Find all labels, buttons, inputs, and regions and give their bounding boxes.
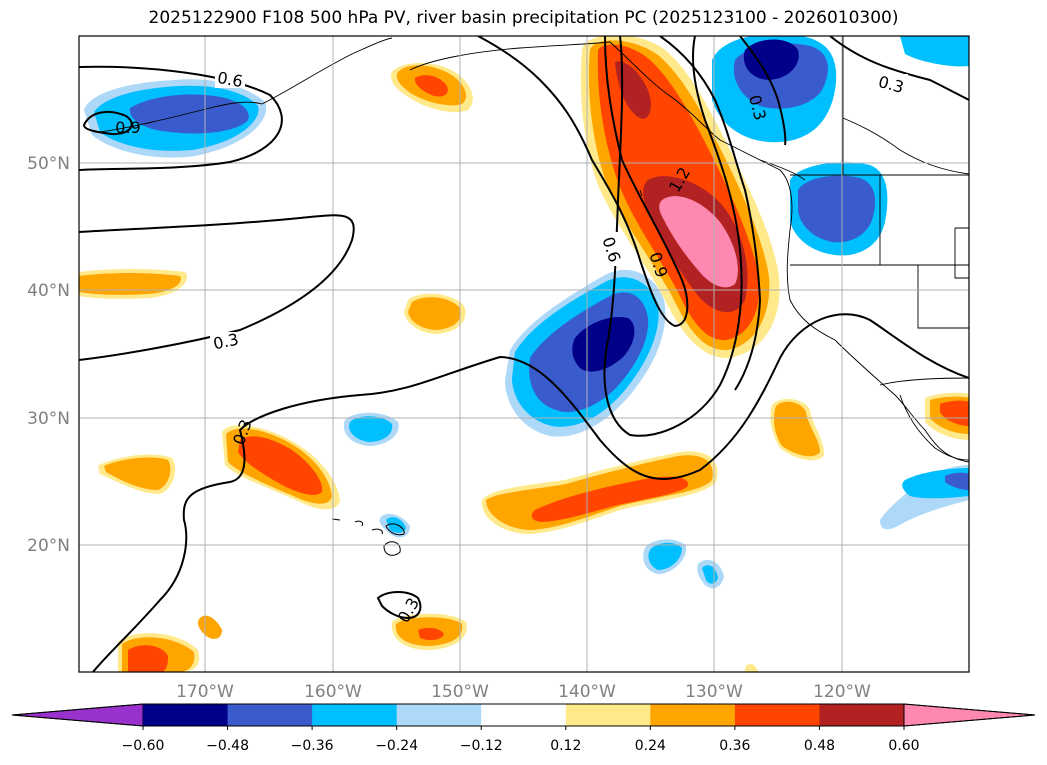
lat-label: 20°N: [27, 536, 70, 556]
pv-contours: [79, 36, 969, 672]
colorbar-segment: [734, 704, 820, 726]
lon-label: 140°W: [558, 682, 616, 702]
precip-region-baja-positive: [925, 392, 969, 440]
lon-label: 170°W: [176, 682, 234, 702]
political-boundaries: [790, 36, 969, 386]
colorbar-segment: [565, 704, 651, 726]
svg-text:0.9: 0.9: [115, 118, 140, 137]
precip-region-south-positives: [118, 613, 758, 672]
colorbar-tick-label: 0.60: [888, 738, 919, 754]
colorbar-segment: [143, 704, 229, 726]
svg-text:0.3: 0.3: [211, 330, 240, 354]
precip-region-pacific-nw-positive: [580, 36, 780, 359]
precip-region-hawaii-nw-positive: [222, 425, 340, 510]
svg-text:0.6: 0.6: [216, 68, 244, 91]
colorbar-tick-label: 0.48: [804, 738, 835, 754]
longitude-labels: 170°W 160°W 150°W 140°W 130°W 120°W: [176, 682, 871, 702]
colorbar-tick-label: 0.12: [550, 738, 581, 754]
contour-label-item: 0.6: [215, 68, 245, 91]
precip-region-subtropical-band-positive: [481, 451, 718, 534]
lat-label: 30°N: [27, 409, 70, 429]
precip-region-gulf-alaska-positive: [390, 63, 473, 113]
colorbar: −0.60 −0.48 −0.36 −0.24 −0.12 0.12 0.24 0.36 0.4…: [11, 703, 1036, 754]
colorbar-tick-label: −0.36: [291, 738, 334, 754]
precip-region-mexico-negative: [880, 465, 969, 530]
precip-region-west-40n-positive: [79, 269, 187, 299]
colorbar-segment: [819, 704, 905, 726]
colorbar-extend-low: [11, 703, 144, 727]
precip-region-west-25n-positive: [98, 454, 176, 494]
lon-label: 150°W: [431, 682, 489, 702]
precip-region-central-negative: [505, 269, 666, 437]
precip-region-wa-or-negative: [790, 162, 888, 256]
lat-label: 40°N: [27, 281, 70, 301]
lat-label: 50°N: [27, 154, 70, 174]
precip-region-mid-positive: [404, 293, 466, 334]
lon-label: 160°W: [304, 682, 362, 702]
colorbar-segment: [650, 704, 736, 726]
colorbar-segment: [396, 704, 482, 726]
latitude-labels: 50°N 40°N 30°N 20°N: [27, 154, 70, 556]
precip-region-small-negative-a: [343, 412, 399, 446]
colorbar-tick-label: 0.36: [719, 738, 750, 754]
colorbar-tick-label: −0.48: [206, 738, 249, 754]
map-frame: [78, 35, 970, 673]
colorbar-tick-label: −0.24: [375, 738, 418, 754]
colorbar-tick-label: −0.60: [122, 738, 165, 754]
map-title: 2025122900 F108 500 hPa PV, river basin …: [148, 8, 899, 28]
colorbar-segment: [227, 704, 313, 726]
contour-label-item: 0.3: [210, 330, 242, 354]
hawaii-islands: [331, 518, 405, 556]
colorbar-tick-label: 0.24: [635, 738, 666, 754]
contour-label-item: 0.9: [646, 250, 672, 280]
precip-region-small-negatives: [379, 513, 724, 589]
colorbar-segment: [481, 704, 567, 726]
colorbar-extend-high: [903, 703, 1036, 727]
colorbar-segment: [312, 704, 398, 726]
precip-region-aleutian-negative: [84, 79, 267, 158]
lon-label: 120°W: [813, 682, 871, 702]
coastlines: [99, 37, 969, 463]
colorbar-tick-label: −0.12: [460, 738, 503, 754]
precip-region-socal-positive: [770, 398, 825, 461]
lon-label: 130°W: [685, 682, 743, 702]
map-area: 0.6 0.9 0.3 0.3 0.3 0.6 0.9 1.2 0.3 0.3: [79, 36, 969, 672]
contour-label-item: 0.9: [115, 118, 140, 137]
